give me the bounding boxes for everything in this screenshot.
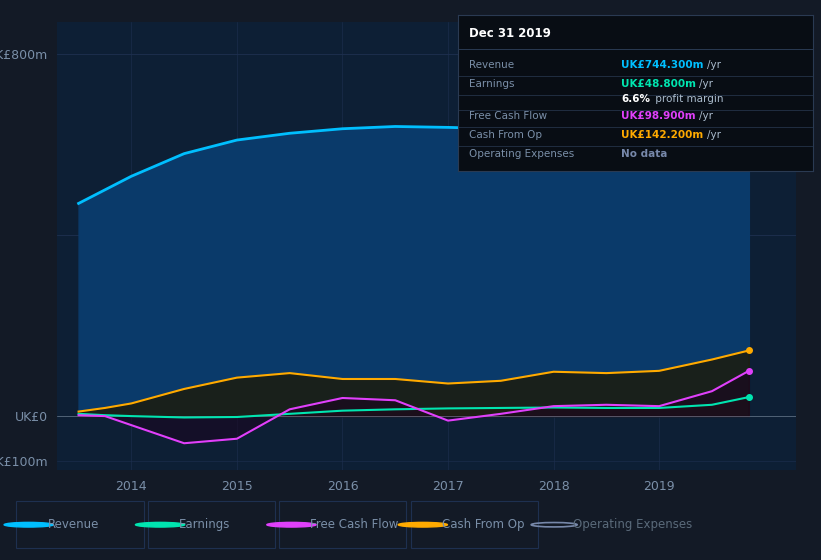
Text: Earnings: Earnings — [179, 518, 231, 531]
Text: /yr: /yr — [707, 130, 721, 140]
Text: UK£98.900m: UK£98.900m — [621, 111, 696, 122]
Text: /yr: /yr — [699, 111, 713, 122]
Text: Cash From Op: Cash From Op — [442, 518, 524, 531]
Text: UK£142.200m: UK£142.200m — [621, 130, 704, 140]
Text: Operating Expenses: Operating Expenses — [573, 518, 692, 531]
Text: Cash From Op: Cash From Op — [469, 130, 542, 140]
Text: profit margin: profit margin — [653, 94, 724, 104]
Bar — [16, 501, 144, 548]
Text: UK£744.300m: UK£744.300m — [621, 60, 704, 70]
Circle shape — [135, 522, 185, 527]
Bar — [148, 501, 275, 548]
Text: Earnings: Earnings — [469, 78, 514, 88]
Text: UK£48.800m: UK£48.800m — [621, 78, 696, 88]
Text: Operating Expenses: Operating Expenses — [469, 148, 574, 158]
Text: Revenue: Revenue — [469, 60, 514, 70]
Text: Free Cash Flow: Free Cash Flow — [469, 111, 547, 122]
Text: Free Cash Flow: Free Cash Flow — [310, 518, 399, 531]
Text: /yr: /yr — [699, 78, 713, 88]
Text: /yr: /yr — [707, 60, 721, 70]
Text: Revenue: Revenue — [48, 518, 99, 531]
Bar — [410, 501, 538, 548]
Text: 6.6%: 6.6% — [621, 94, 650, 104]
Text: Dec 31 2019: Dec 31 2019 — [469, 27, 551, 40]
Circle shape — [267, 522, 316, 527]
Circle shape — [4, 522, 53, 527]
Circle shape — [398, 522, 447, 527]
Bar — [279, 501, 406, 548]
Text: No data: No data — [621, 148, 667, 158]
